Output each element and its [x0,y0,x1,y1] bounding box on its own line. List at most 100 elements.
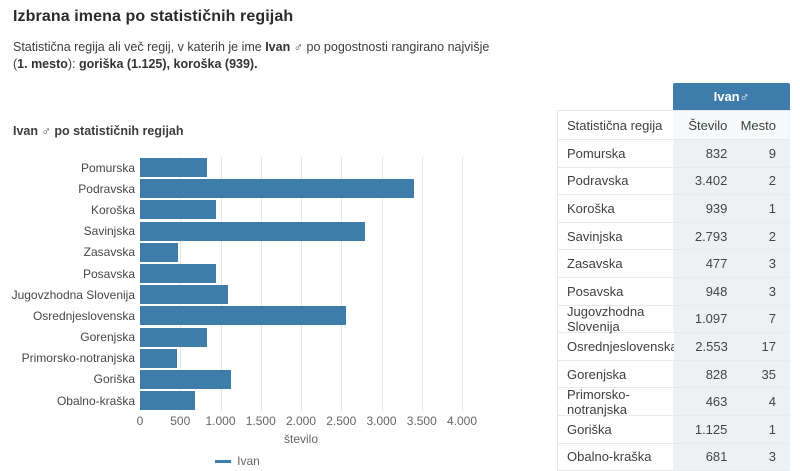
bar[interactable] [140,327,207,347]
rank-cell: 9 [737,140,789,167]
bar[interactable] [140,179,414,199]
bar-row [140,369,462,390]
rank-cell: 1 [737,415,789,443]
table-row: Primorsko-notranjska 463 4 [558,386,789,417]
count-cell: 939 [672,195,738,222]
table-row: Podravska 3.402 2 [558,167,789,196]
region-cell: Koroška [567,200,615,216]
bar-row [140,221,462,242]
column-header-stevilo: Število [672,111,738,139]
table-row: Pomurska 832 9 [558,140,789,168]
count-cell: 1.125 [672,415,738,443]
x-tick-label: 1.500 [245,414,276,429]
rank-cell: 17 [737,333,789,360]
region-cell: Jugovzhodna Slovenija [567,303,645,334]
gridline [180,157,182,412]
x-tick-label: 3.500 [406,414,437,429]
bar[interactable] [140,221,365,241]
table-rows: Pomurska 832 9 Podravska 3.402 2 Koroška 939 1 Sa… [558,140,789,471]
table-row: Osrednjeslovenska 2.553 17 [558,333,789,361]
bar-row [140,242,462,263]
y-axis-labels: Pomurska Podravska Koroška Savinjska Zasavsk… [12,157,140,411]
region-cell: Primorsko-notranjska [567,386,630,417]
x-tick-label: 1.000 [205,414,236,429]
table-body: Statistična regija Število Mesto Pomursk… [557,110,790,471]
rank-cell: 3 [737,277,789,305]
bar-row [140,305,462,326]
subtitle-text-2: po pogostnosti rangirano najvišje [303,40,490,54]
region-cell: Posavska [567,283,624,299]
bar[interactable] [140,264,217,284]
table-row: Jugovzhodna Slovenija 1.097 7 [558,303,789,334]
region-cell: Podravska [567,173,629,189]
rank-table: Ivan♂ Statistična regija Število Mesto P… [557,83,790,471]
bar[interactable] [140,391,195,411]
x-tick-label: 2.000 [285,414,317,429]
table-row: Zasavska 477 3 [558,250,789,278]
table-banner-row: Ivan♂ [557,83,790,110]
gridline [260,157,262,412]
bar[interactable] [140,158,207,178]
table-group-header: Ivan♂ [673,83,790,110]
region-cell: Osrednjeslovenska [567,338,678,354]
region-cell: Gorenjska [567,366,627,382]
column-header-region: Statistična regija [567,117,663,133]
paren-close: ): [67,57,79,71]
x-axis: 0 500 1.000 1.500 2.000 2.500 3.000 3.500 4.000 [137,414,477,429]
region-cell: Zasavska [567,256,623,272]
subtitle-text: Statistična regija ali več regij, v kate… [13,40,266,54]
plot-area: Pomurska Podravska Koroška Savinjska Zasavsk… [12,157,525,412]
y-axis-label: Pomurska [80,160,135,175]
bar[interactable] [140,285,229,305]
column-header-mesto: Mesto [737,111,789,139]
gridline [220,157,222,412]
y-axis-label: Gorenjska [80,330,135,345]
count-cell: 2.793 [672,222,738,250]
gridline [462,157,463,412]
bar[interactable] [140,306,346,326]
bar[interactable] [140,242,179,262]
x-tick-label: 500 [170,414,191,429]
legend-marker-icon [215,459,232,463]
count-cell: 2.553 [674,333,738,360]
count-cell: 1.097 [672,305,738,333]
y-axis-label: Goriška [93,372,135,387]
chart-title: Ivan ♂ po statističnih regijah [13,124,184,138]
paren-open: ( [13,57,18,71]
table-row: Posavska 948 3 [558,277,789,306]
y-axis-label: Primorsko-notranjska [21,351,135,366]
bar[interactable] [140,369,231,389]
table-banner-spacer [557,83,673,110]
bar-row [140,348,462,369]
gridline [421,157,423,412]
x-tick-label: 4.000 [446,414,478,429]
x-tick-label: 3.000 [366,414,397,429]
chart-legend: Ivan [13,454,462,468]
table-row: Savinjska 2.793 2 [558,222,789,251]
region-cell: Savinjska [567,228,623,244]
rank-cell: 2 [737,222,789,250]
y-axis-label: Podravska [78,181,135,196]
bar-row [140,327,462,348]
count-cell: 828 [672,360,738,388]
bar-row [140,199,462,220]
bar-row [140,157,462,178]
region-cell: Obalno-kraška [567,449,652,465]
page-subtitle: Statistična regija ali več regij, v kate… [13,39,548,73]
y-axis-label: Posavska [82,266,135,281]
bar-row [140,284,462,305]
x-axis-title: število [283,432,318,447]
y-axis-label: Koroška [90,202,135,217]
rank-cell: 1 [737,195,789,222]
table-header-row: Statistična regija Število Mesto [558,110,789,140]
rank-cell: 7 [737,305,789,333]
bar-row [140,178,462,199]
region-cell: Goriška [567,421,612,437]
legend-label: Ivan [237,454,260,469]
bar-row [140,390,462,411]
legend-item-ivan[interactable]: Ivan [215,454,260,468]
bar[interactable] [140,348,178,368]
bars-area [140,157,463,412]
y-axis-label: Obalno-kraška [56,393,135,408]
bar[interactable] [140,200,216,220]
